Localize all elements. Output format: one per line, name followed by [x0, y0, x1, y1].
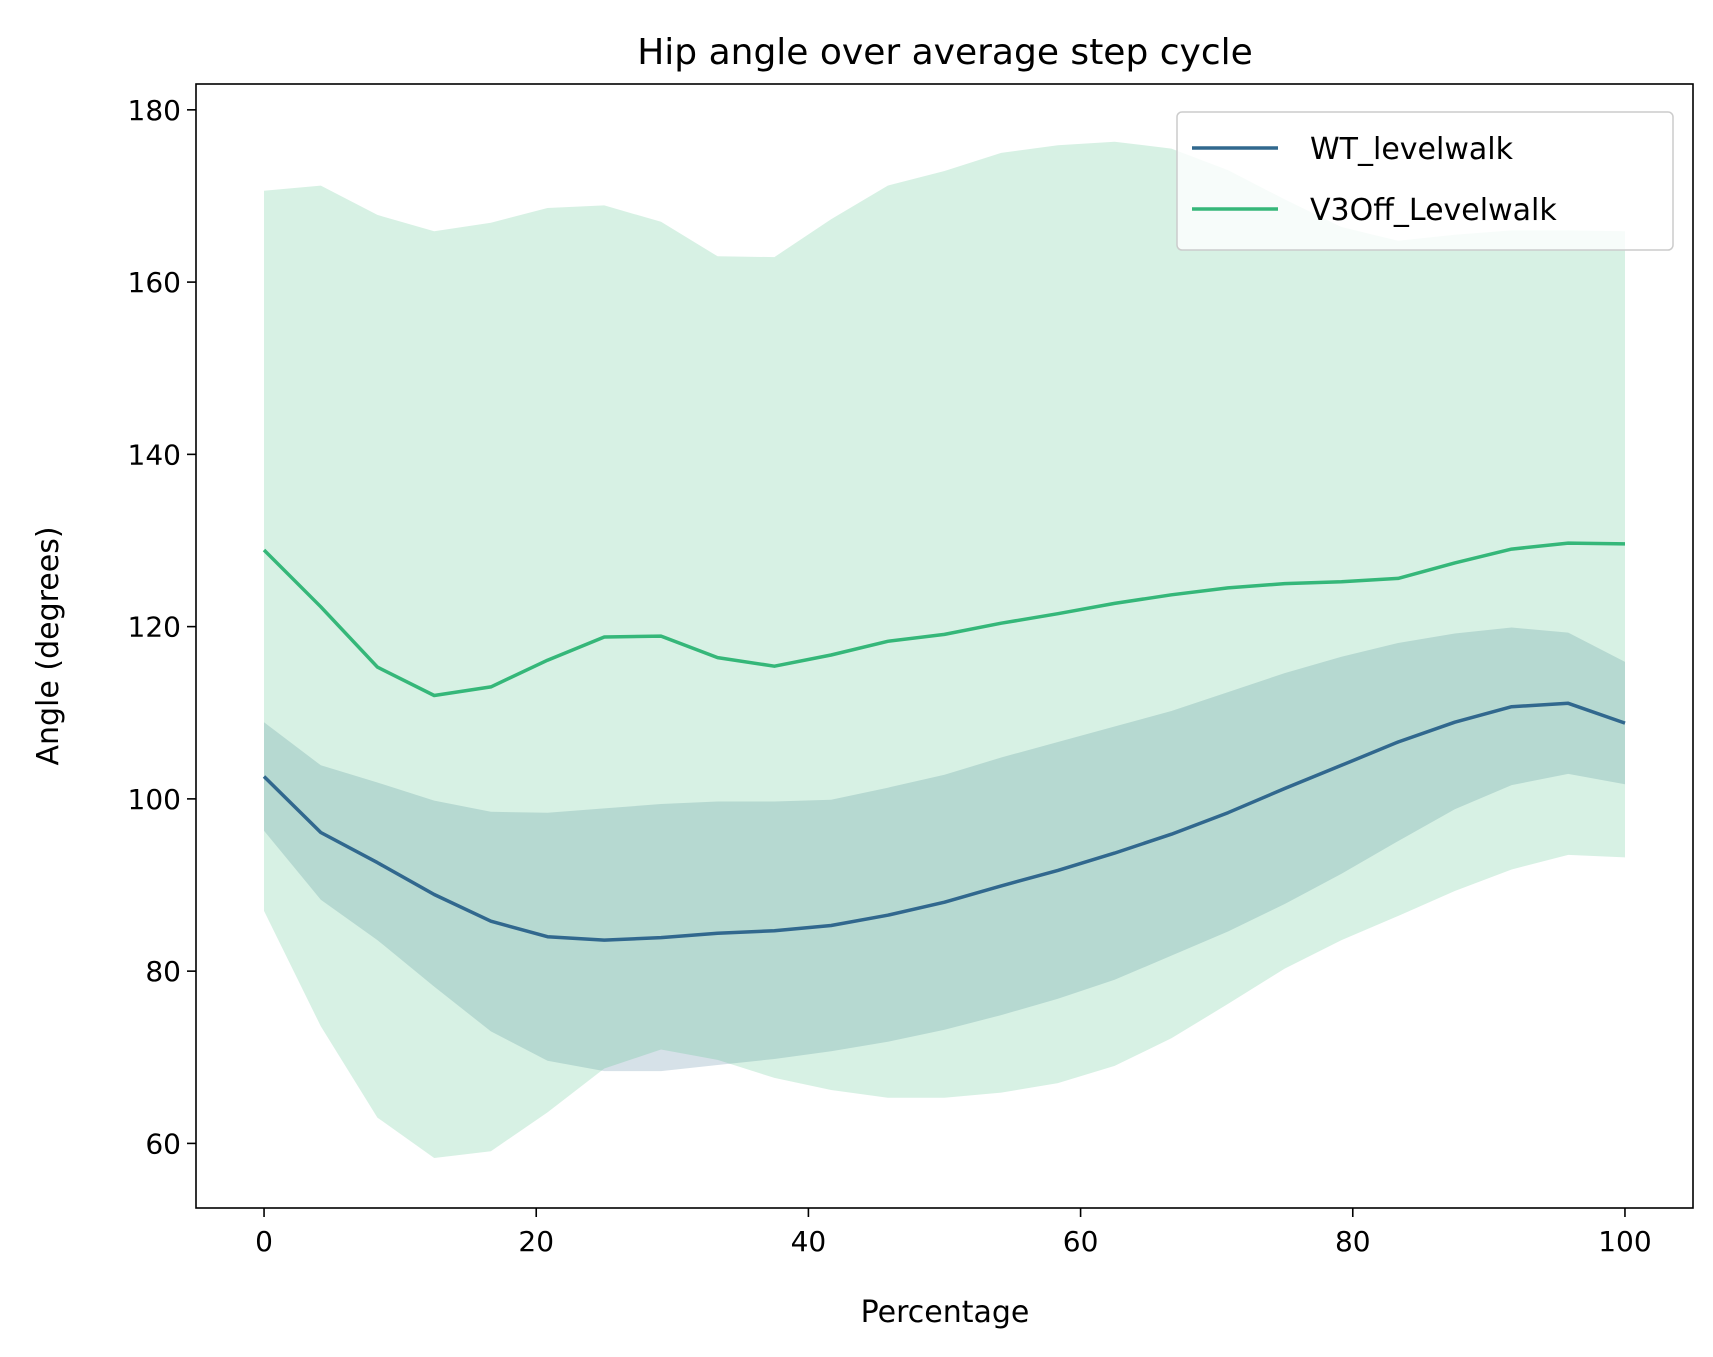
line-v3off-levelwalk: [262, 541, 1626, 698]
x-tick-label-100: 100: [1598, 1225, 1651, 1258]
x-tick-label-20: 20: [518, 1225, 554, 1258]
x-axis-label: Percentage: [861, 1295, 1030, 1330]
y-tick-label-180: 180: [128, 94, 181, 127]
y-tick-label-160: 160: [128, 266, 181, 299]
legend: WT_levelwalk V3Off_Levelwalk: [1176, 111, 1674, 251]
y-axis-label: Angle (degrees): [31, 526, 66, 765]
x-tick-label-0: 0: [255, 1225, 273, 1258]
band-v3off-levelwalk: [264, 141, 1625, 1158]
band-wt-levelwalk: [264, 627, 1625, 1072]
line-wt-levelwalk: [262, 701, 1626, 942]
y-tick-label-80: 80: [145, 955, 181, 988]
x-tick-label-80: 80: [1335, 1225, 1371, 1258]
legend-label-wt-levelwalk: WT_levelwalk: [1310, 132, 1514, 167]
y-axis: 60 80 100 120 140 160 180: [128, 94, 196, 1160]
x-tick-label-60: 60: [1063, 1225, 1099, 1258]
x-tick-label-40: 40: [791, 1225, 827, 1258]
y-tick-label-60: 60: [145, 1127, 181, 1160]
series-lines: [262, 541, 1626, 942]
confidence-bands: [264, 141, 1625, 1158]
plot-frame: [195, 83, 1694, 1209]
x-axis: 0 20 40 60 80 100: [255, 1208, 1652, 1258]
legend-label-v3off-levelwalk: V3Off_Levelwalk: [1310, 193, 1557, 228]
y-tick-label-100: 100: [128, 783, 181, 816]
y-tick-label-120: 120: [128, 611, 181, 644]
y-tick-label-140: 140: [128, 438, 181, 471]
legend-box: [1176, 111, 1674, 251]
chart-title: Hip angle over average step cycle: [637, 32, 1253, 73]
